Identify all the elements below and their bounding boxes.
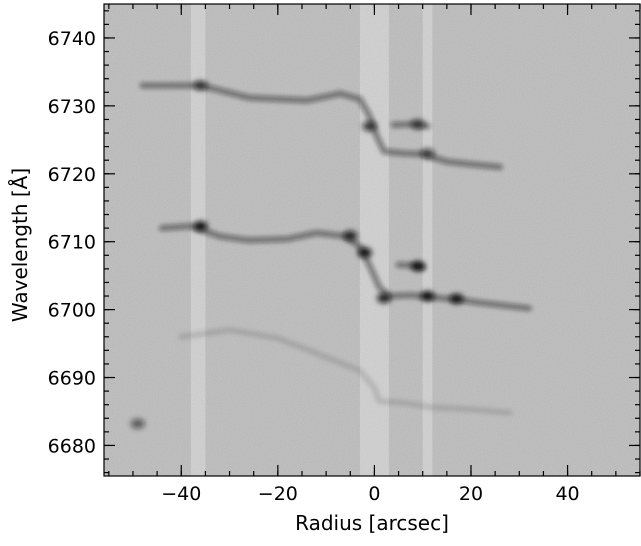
y-tick-label: 6710 bbox=[48, 232, 96, 254]
emission-knot-7 bbox=[377, 293, 392, 304]
tick-labels: −40 −20 0 20 40 6680 6690 6700 6710 6720 6730 6740 bbox=[48, 28, 580, 505]
y-tick-label: 6680 bbox=[48, 435, 96, 457]
x-tick-label: 40 bbox=[555, 483, 579, 505]
emission-knot-6 bbox=[449, 293, 464, 304]
x-tick-label: 0 bbox=[368, 483, 380, 505]
emission-knot-10 bbox=[420, 148, 435, 159]
emission-knot-11 bbox=[130, 418, 145, 429]
emission-knot-0 bbox=[193, 80, 208, 91]
emission-trace-2 bbox=[158, 223, 532, 312]
emission-knot-3 bbox=[357, 247, 372, 258]
y-tick-label: 6740 bbox=[48, 28, 96, 50]
y-tick-label: 6690 bbox=[48, 368, 96, 390]
emission-knot-5 bbox=[420, 291, 435, 302]
noise-texture bbox=[104, 4, 640, 476]
y-axis-title: Wavelength [Å] bbox=[8, 168, 32, 322]
emission-knot-2 bbox=[343, 230, 358, 241]
emission-knot-9 bbox=[410, 119, 425, 130]
y-tick-label: 6720 bbox=[48, 164, 96, 186]
x-tick-label: −40 bbox=[161, 483, 201, 505]
emission-knot-1 bbox=[193, 221, 208, 232]
emission-knot-8 bbox=[362, 121, 377, 132]
emission-knots bbox=[130, 80, 464, 429]
emission-knot-4 bbox=[410, 261, 425, 272]
x-axis-title: Radius [arcsec] bbox=[295, 511, 449, 535]
plot-frame bbox=[103, 3, 641, 477]
x-tick-label: 20 bbox=[459, 483, 483, 505]
y-tick-label: 6700 bbox=[48, 300, 96, 322]
x-tick-label: −20 bbox=[258, 483, 298, 505]
emission-trace-4 bbox=[178, 327, 513, 416]
y-tick-label: 6730 bbox=[48, 96, 96, 118]
plot-area bbox=[104, 4, 640, 476]
axis-ticks bbox=[104, 4, 641, 476]
